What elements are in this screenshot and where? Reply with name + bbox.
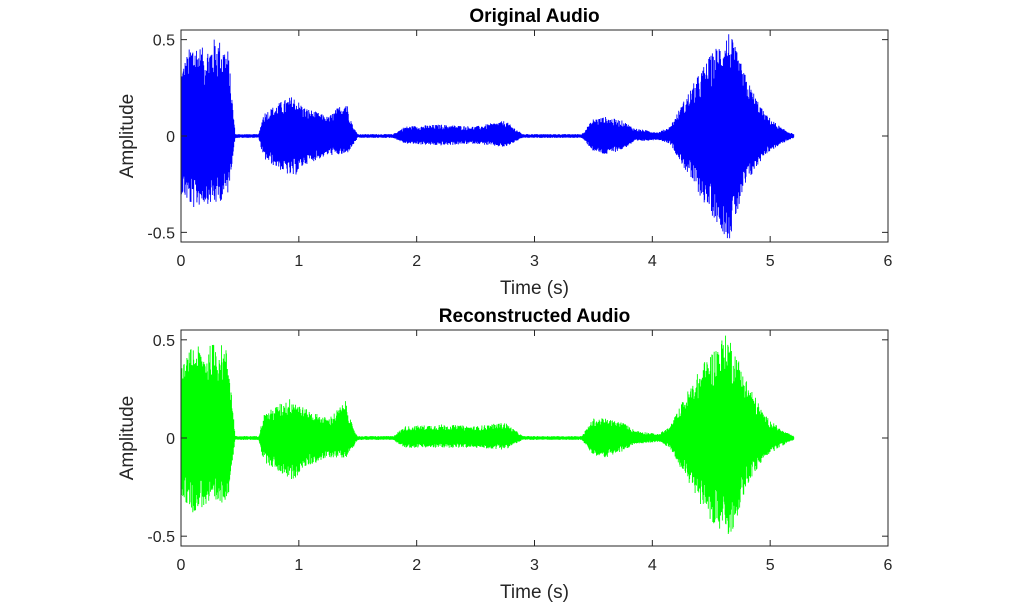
x-tick-label: 0 bbox=[177, 557, 186, 574]
x-axis-label: Time (s) bbox=[500, 278, 569, 299]
x-tick-label: 6 bbox=[884, 253, 893, 270]
y-tick-label: 0.5 bbox=[153, 333, 175, 350]
x-tick-label: 1 bbox=[294, 557, 303, 574]
y-tick-label: 0 bbox=[166, 431, 175, 448]
x-axis-label: Time (s) bbox=[500, 582, 569, 603]
y-axis-label: Amplitude bbox=[117, 94, 138, 179]
x-tick-label: 4 bbox=[648, 557, 657, 574]
x-tick-label: 5 bbox=[766, 253, 775, 270]
x-tick-label: 3 bbox=[530, 557, 539, 574]
chart-title: Original Audio bbox=[469, 6, 599, 27]
x-tick-label: 6 bbox=[884, 557, 893, 574]
x-tick-label: 2 bbox=[412, 557, 421, 574]
chart-title: Reconstructed Audio bbox=[439, 306, 630, 327]
y-axis-label: Amplitude bbox=[117, 396, 138, 481]
x-tick-label: 5 bbox=[766, 557, 775, 574]
x-tick-label: 0 bbox=[177, 253, 186, 270]
y-tick-label: 0 bbox=[166, 129, 175, 146]
x-tick-label: 2 bbox=[412, 253, 421, 270]
x-tick-label: 1 bbox=[294, 253, 303, 270]
y-tick-label: -0.5 bbox=[147, 225, 175, 242]
y-tick-label: 0.5 bbox=[153, 33, 175, 50]
x-tick-label: 3 bbox=[530, 253, 539, 270]
y-tick-label: -0.5 bbox=[147, 529, 175, 546]
x-tick-label: 4 bbox=[648, 253, 657, 270]
